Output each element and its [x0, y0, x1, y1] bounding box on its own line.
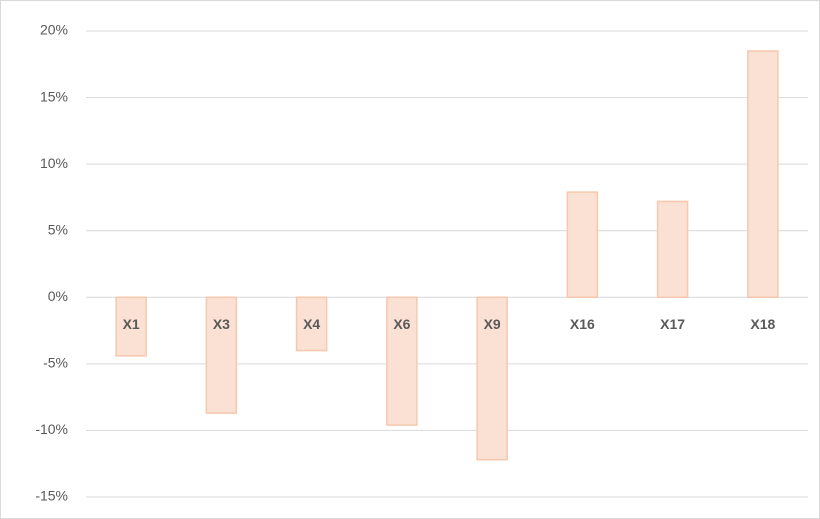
x-tick-label: X16	[570, 316, 595, 332]
y-tick-label: 0%	[48, 288, 68, 304]
y-tick-label: -15%	[35, 488, 68, 504]
y-tick-label: 15%	[40, 88, 68, 104]
bar	[656, 200, 689, 299]
bar	[386, 296, 418, 426]
bar	[295, 296, 328, 352]
x-tick-label: X3	[213, 316, 230, 332]
x-tick-label: X17	[660, 316, 685, 332]
x-tick-label: X9	[484, 316, 501, 332]
x-tick-label: X1	[123, 316, 140, 332]
bar	[476, 296, 508, 461]
y-tick-label: -5%	[43, 355, 68, 371]
bar	[747, 50, 779, 299]
y-tick-label: 20%	[40, 22, 68, 38]
bar	[205, 296, 238, 414]
x-tick-label: X6	[393, 316, 410, 332]
y-tick-label: 10%	[40, 155, 68, 171]
x-tick-label: X18	[750, 316, 775, 332]
y-tick-label: -10%	[35, 421, 68, 437]
y-tick-label: 5%	[48, 221, 68, 237]
bar	[566, 191, 599, 299]
bar	[115, 296, 147, 357]
x-tick-label: X4	[303, 316, 320, 332]
